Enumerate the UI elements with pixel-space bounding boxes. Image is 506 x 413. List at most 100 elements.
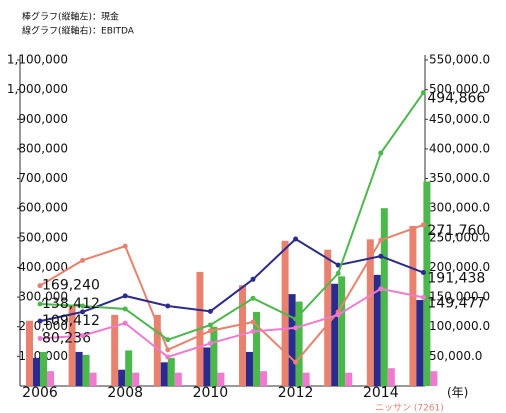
y-tick-label: 1,100,000 [7,53,68,67]
point [37,335,43,341]
data-label: 149,477 [427,295,485,311]
bar [345,372,353,386]
point [250,319,256,325]
bar [111,314,119,386]
bar [210,326,218,386]
bar [239,285,246,386]
point [165,337,171,343]
line [39,287,424,359]
y2-tick-label: 500,000.0 [429,82,490,96]
y2-tick-label: 450,000.0 [429,112,490,126]
x-tick-label: 2012 [278,385,314,401]
y-tick-label: 700,000 [18,171,68,185]
bar [373,274,381,386]
point [122,320,128,326]
point [335,270,341,276]
bar [331,283,339,386]
point [80,309,86,315]
point [420,270,426,276]
line [39,223,424,364]
bar [288,294,296,386]
bar [68,305,76,386]
point [293,236,299,242]
y2-tick-label: 200,000.0 [429,260,490,274]
y2-tick-label: 250,000.0 [429,230,490,244]
y2-tick-label: 400,000.0 [429,141,490,155]
annotation: 棒グラフ(縦軸左)：現金 [22,11,119,23]
point [250,295,256,301]
point [37,283,43,289]
bar [153,314,161,386]
bar [423,181,431,386]
bar [47,371,54,386]
point [207,328,213,334]
data-label: 80,236 [42,330,91,346]
point [293,316,299,322]
bar [33,357,40,386]
bar [253,311,260,386]
y2-tick-label: 350,000.0 [429,171,490,185]
bar [118,369,126,386]
y-tick-label: 600,000 [18,201,68,215]
point [293,325,299,331]
bar [380,208,388,386]
y-tick-label: 800,000 [18,141,68,155]
point [250,276,256,282]
y-tick-label: 500,000 [18,230,68,244]
x-tick-label: 2008 [107,385,143,401]
y2-tick-label: 100,000.0 [429,319,490,333]
data-label: 494,866 [427,91,485,107]
y-tick-label: 900,000 [18,112,68,126]
data-label: 191,438 [427,271,485,287]
bar [75,351,83,386]
bar [203,347,211,386]
bar [338,276,346,386]
point [80,257,86,263]
bar [260,371,267,386]
point [122,243,128,249]
bar [416,300,424,386]
point [420,294,426,300]
point [80,303,86,309]
point [165,354,171,360]
point [420,90,426,96]
bar [40,351,47,386]
line [39,92,425,341]
point [80,333,86,339]
bar [82,354,90,386]
y-tick-label: 300,000 [18,290,68,304]
bar [302,372,310,386]
point [293,359,299,365]
point [335,262,341,268]
data-label: 138,412 [42,296,100,312]
bar [26,320,33,386]
point [165,303,171,309]
point [207,308,213,314]
point [378,237,384,243]
data-label: 271,760 [427,223,485,239]
bar [160,362,168,386]
bar [217,372,225,386]
bar [132,372,140,386]
point [250,328,256,334]
y2-tick-label: 150,000.0 [429,290,490,304]
x-tick-label: 2010 [193,385,229,401]
point [122,293,128,299]
point [378,286,384,292]
line [39,237,424,323]
point [378,150,384,156]
point [207,340,213,346]
data-label: 169,240 [42,278,100,294]
bar [387,368,395,386]
bar [174,372,182,386]
bar [366,239,374,386]
bar [246,351,253,386]
point [37,318,43,324]
x-tick-label: 2006 [22,385,58,401]
legend-entry: ニッサン (7261) [375,403,444,413]
x-axis-label: (年) [447,386,468,400]
x-tick-label: 2014 [363,385,399,401]
point [420,222,426,228]
point [335,312,341,318]
point [165,347,171,353]
